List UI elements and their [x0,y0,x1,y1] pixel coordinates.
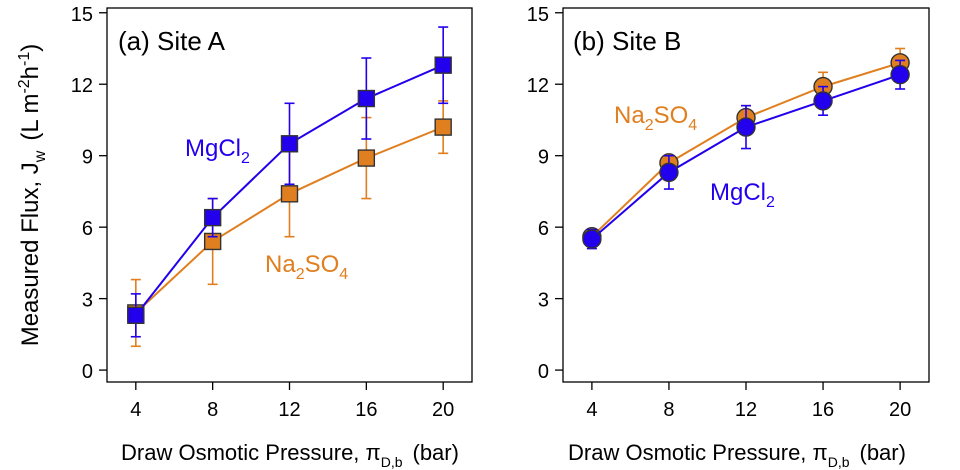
data-point-mgcl2-a-20 [434,56,452,74]
y-tick-label-a-15: 15 [71,4,93,26]
panel-title-b: (b) Site B [573,26,681,56]
data-point-mgcl2-b-4 [582,229,602,249]
x-tick-label-a-12: 12 [278,399,300,421]
data-point-mgcl2-b-16 [813,91,833,111]
data-point-mgcl2-a-12 [280,135,299,153]
data-point-mgcl2-b-20 [890,65,910,85]
y-tick-label-a-9: 9 [82,147,93,169]
data-point-mgcl2-b-8 [659,162,679,183]
y-tick-label-b-9: 9 [538,147,549,169]
x-axis-label-a: Draw Osmotic Pressure, πD,b (bar) [121,440,459,470]
panel-site-a: (a) Site A 0 3 6 9 12 15 4 8 12 16 20 MgCl2 Na2SO4… [16,4,473,470]
y-tick-label-b-15: 15 [527,4,549,26]
x-tick-label-a-16: 16 [355,399,377,421]
series-line-na2so4-b [591,61,901,238]
series-line-mgcl2-b [591,73,901,240]
data-point-na2so4-a-12 [280,185,299,203]
x-tick-label-a-20: 20 [432,399,454,421]
series-layer-a [127,26,452,348]
y-tick-label-b-6: 6 [538,218,549,240]
panel-site-b: (b) Site B 0 3 6 9 12 15 4 8 12 16 20 Na2SO4 MgCl2… [527,4,930,470]
series-label-na2so4-a: Na2SO4 [265,251,348,283]
x-tick-label-b-20: 20 [889,399,911,421]
x-tick-label-a-4: 4 [130,399,141,421]
series-layer-b [582,47,910,250]
axes-b: 0 3 6 9 12 15 4 8 12 16 20 [527,4,911,421]
x-tick-label-a-8: 8 [207,399,218,421]
data-point-na2so4-a-20 [434,118,452,136]
data-point-mgcl2-a-8 [203,208,222,227]
x-tick-label-b-4: 4 [586,399,597,421]
x-tick-label-b-12: 12 [735,399,757,421]
x-axis-label-b: Draw Osmotic Pressure, πD,b (bar) [568,440,906,470]
y-axis-label: Measured Flux, Jw(L m-2h-1) [16,44,49,347]
y-tick-label-b-3: 3 [538,290,549,312]
y-tick-label-b-12: 12 [527,75,549,97]
series-label-mgcl2-b: MgCl2 [710,179,775,211]
y-tick-label-a-12: 12 [71,75,93,97]
data-point-na2so4-a-16 [357,149,376,167]
series-label-na2so4-b: Na2SO4 [614,102,697,134]
panel-title-a: (a) Site A [118,26,226,56]
data-point-mgcl2-a-16 [357,89,376,108]
y-tick-label-b-0: 0 [538,361,549,383]
y-tick-label-a-3: 3 [82,290,93,312]
data-point-mgcl2-a-4 [127,306,145,324]
y-tick-label-a-6: 6 [82,218,93,240]
y-tick-label-a-0: 0 [82,361,93,383]
x-tick-label-b-16: 16 [812,399,834,421]
data-point-mgcl2-b-12 [736,117,756,137]
x-tick-label-b-8: 8 [663,399,674,421]
axes-a: 0 3 6 9 12 15 4 8 12 16 20 [71,4,455,421]
series-label-mgcl2-a: MgCl2 [185,135,250,167]
